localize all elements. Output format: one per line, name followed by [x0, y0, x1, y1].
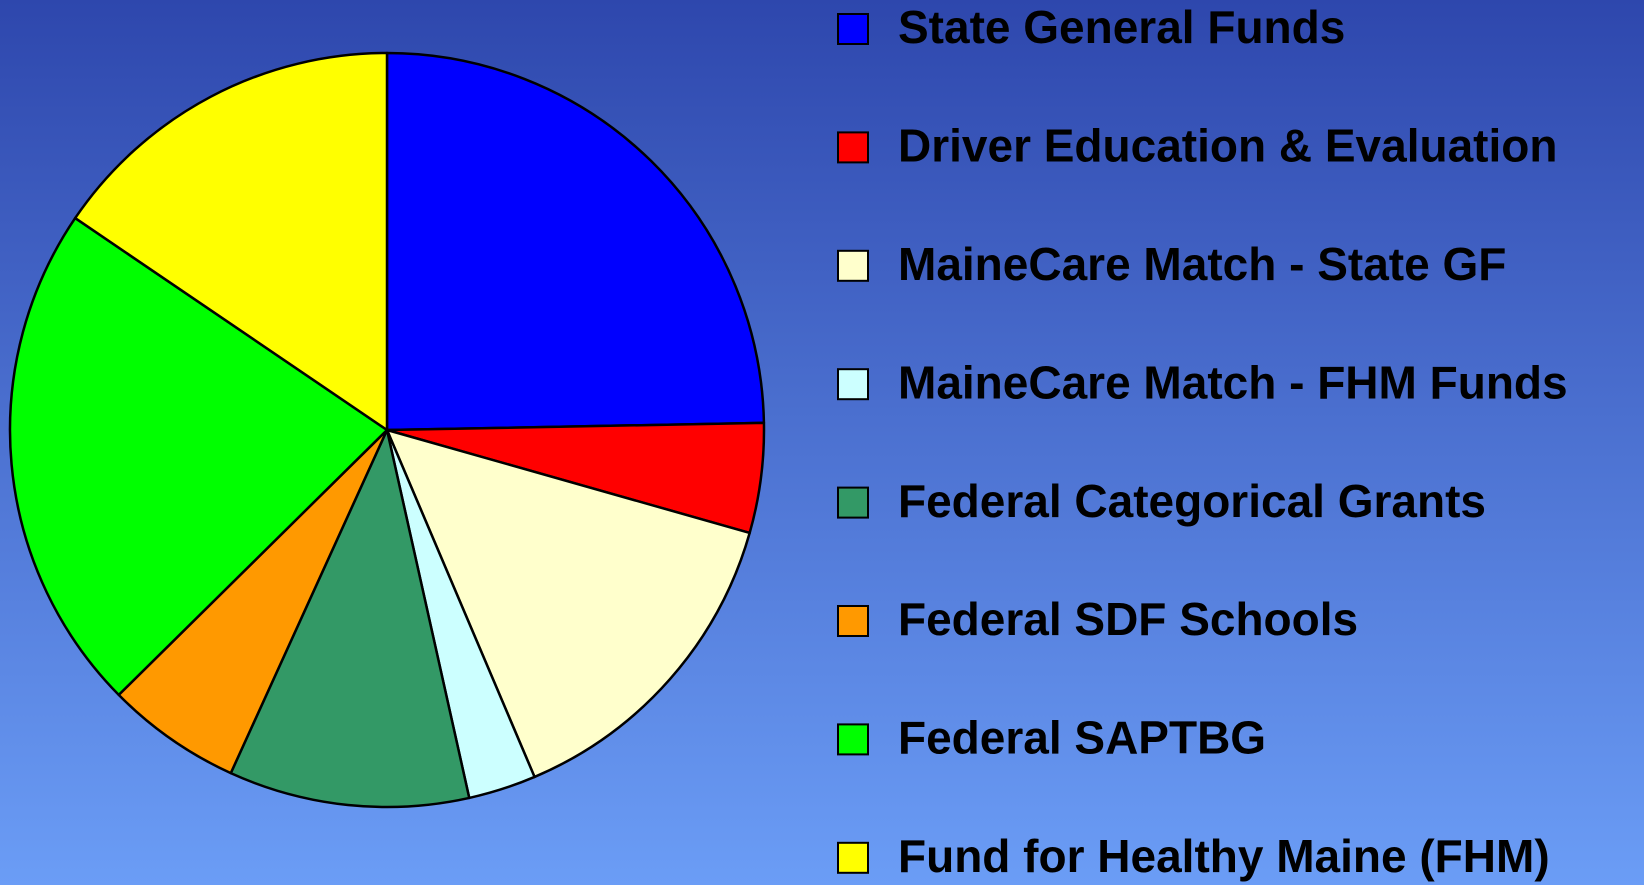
pie-slice: [385, 51, 766, 432]
legend-swatch: [837, 13, 869, 45]
legend: State General Funds Driver Education & Ev…: [837, 1, 1568, 882]
legend-label: Fund for Healthy Maine (FHM): [898, 830, 1550, 882]
pie: [8, 51, 766, 809]
pie-slice: [229, 428, 471, 809]
legend-label: MaineCare Match - FHM Funds: [898, 356, 1568, 408]
legend-label: Driver Education & Evaluation: [898, 120, 1557, 172]
legend-swatch: [837, 486, 869, 519]
legend-swatch: [837, 249, 869, 282]
legend-label: MaineCare Match - State GF: [898, 238, 1506, 290]
legend-label: Federal Categorical Grants: [898, 475, 1486, 527]
legend-swatch: [837, 131, 869, 164]
legend-swatch: [837, 368, 869, 401]
legend-label: State General Funds: [898, 1, 1345, 53]
pie-slice: [8, 216, 389, 697]
pie-slice: [385, 428, 751, 779]
legend-swatch: [837, 605, 869, 637]
pie-slice: [73, 51, 389, 432]
pie-slice: [117, 428, 389, 775]
legend-label: Federal SDF Schools: [898, 593, 1358, 645]
legend-swatch: [837, 723, 869, 756]
legend-label: Federal SAPTBG: [898, 712, 1266, 764]
legend-swatch: [837, 841, 869, 874]
